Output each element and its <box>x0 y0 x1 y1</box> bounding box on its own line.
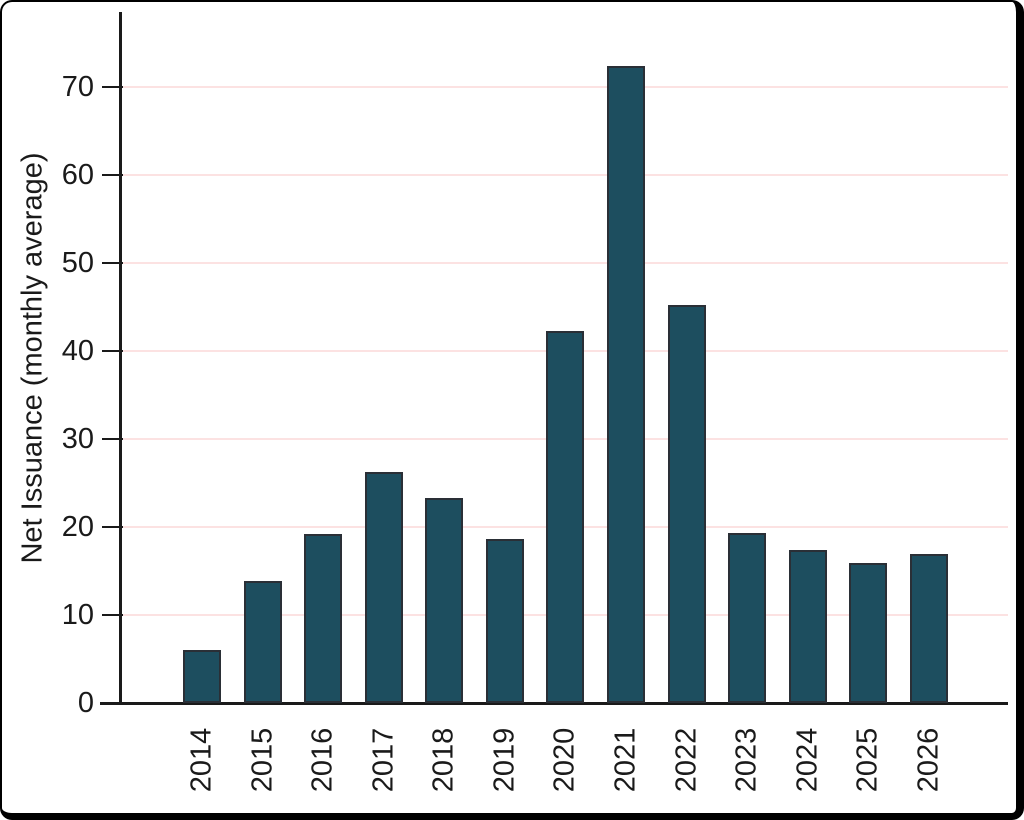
bar <box>667 305 706 703</box>
x-tick-label: 2021 <box>609 727 642 793</box>
y-tick-label: 70 <box>61 71 94 103</box>
y-tick-mark <box>102 350 123 352</box>
x-tick-label: 2017 <box>367 727 400 793</box>
bar <box>607 65 646 703</box>
y-tick-mark <box>102 526 123 528</box>
bar <box>243 580 282 703</box>
x-tick-label: 2023 <box>730 727 763 793</box>
bar <box>425 497 464 703</box>
y-tick-mark <box>102 438 123 440</box>
gridline <box>120 86 1008 88</box>
x-tick-label: 2018 <box>427 727 460 793</box>
y-tick-label: 50 <box>61 247 94 279</box>
bar <box>909 554 948 703</box>
bar <box>849 563 888 703</box>
bar <box>485 539 524 703</box>
y-tick-label: 60 <box>61 159 94 191</box>
y-tick-mark <box>102 262 123 264</box>
x-tick-label: 2026 <box>912 727 945 793</box>
bar <box>304 534 343 703</box>
y-tick-label: 10 <box>61 599 94 631</box>
x-tick-label: 2014 <box>185 727 218 793</box>
bar <box>183 650 221 703</box>
gridline <box>120 174 1008 176</box>
y-tick-label: 0 <box>77 687 94 719</box>
x-tick-label: 2016 <box>306 727 339 793</box>
x-tick-label: 2025 <box>851 727 884 793</box>
x-axis-line <box>100 702 1008 705</box>
x-tick-label: 2019 <box>488 727 521 793</box>
x-tick-label: 2020 <box>548 727 581 793</box>
y-tick-label: 40 <box>61 335 94 367</box>
y-tick-mark <box>102 614 123 616</box>
y-tick-label: 20 <box>61 511 94 543</box>
x-tick-label: 2022 <box>670 727 703 793</box>
y-tick-label: 30 <box>61 423 94 455</box>
bar <box>364 472 403 703</box>
y-axis-line <box>119 12 122 705</box>
x-tick-label: 2024 <box>791 727 824 793</box>
gridline <box>120 262 1008 264</box>
x-tick-label: 2015 <box>246 727 279 793</box>
bar <box>728 533 767 703</box>
bar <box>788 549 827 703</box>
y-tick-mark <box>102 86 123 88</box>
y-tick-mark <box>102 174 123 176</box>
bar <box>546 330 585 703</box>
